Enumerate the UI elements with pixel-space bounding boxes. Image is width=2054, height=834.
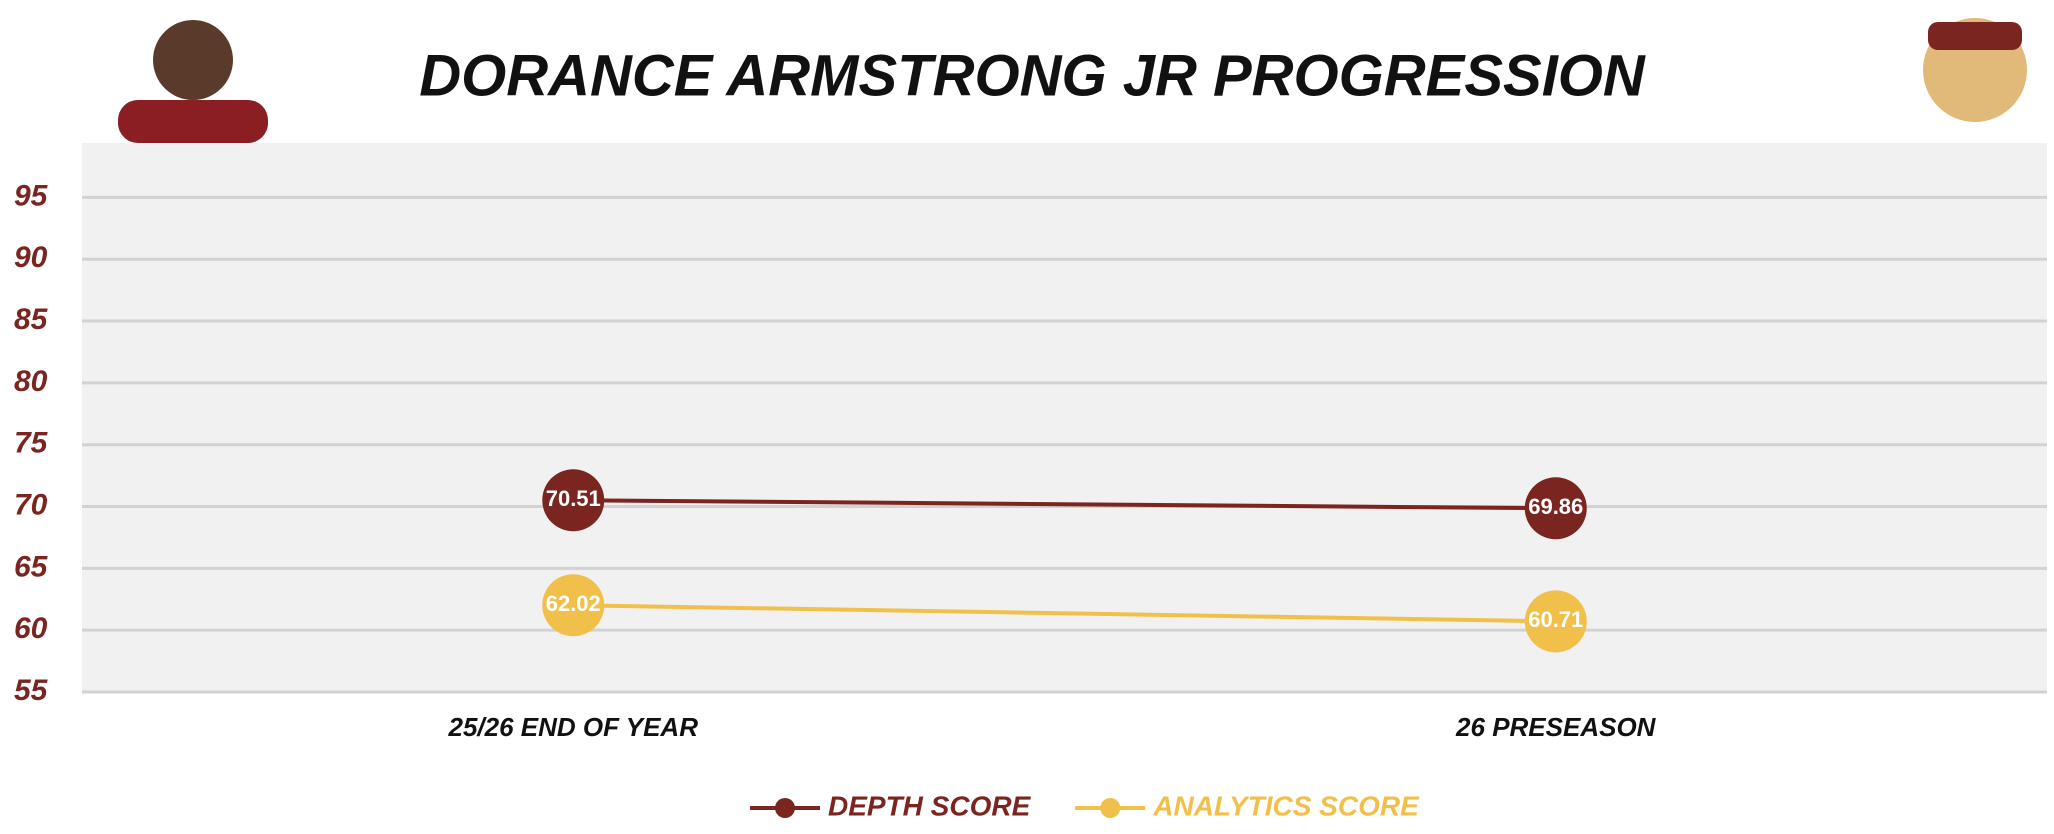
legend-label: DEPTH SCORE xyxy=(828,790,1032,821)
data-label: 70.51 xyxy=(546,486,601,511)
data-point xyxy=(542,574,605,637)
series-line xyxy=(573,498,1556,511)
data-point xyxy=(1524,590,1587,653)
chart-title: DORANCE ARMSTRONG JR PROGRESSION xyxy=(419,43,1646,108)
data-label: 60.71 xyxy=(1528,607,1583,632)
plot-background xyxy=(82,143,2047,692)
y-tick-label: 65 xyxy=(14,550,49,583)
y-tick-label: 85 xyxy=(14,303,49,336)
data-label: 69.86 xyxy=(1528,494,1583,519)
y-tick-label: 95 xyxy=(14,179,49,212)
y-tick-label: 70 xyxy=(14,488,48,521)
x-tick-label: 26 PRESEASON xyxy=(1455,712,1657,742)
data-label: 62.02 xyxy=(546,591,601,616)
data-point xyxy=(1524,477,1587,540)
y-tick-label: 80 xyxy=(14,365,48,398)
x-tick-label: 25/26 END OF YEAR xyxy=(447,712,698,742)
legend-marker xyxy=(775,798,795,818)
y-tick-label: 60 xyxy=(14,612,48,645)
team-logo xyxy=(1923,18,2027,122)
legend-marker xyxy=(1100,798,1121,818)
player-photo xyxy=(118,20,268,143)
series-line xyxy=(573,603,1556,624)
y-tick-label: 75 xyxy=(14,427,49,460)
data-point xyxy=(542,469,605,532)
legend-label: ANALYTICS SCORE xyxy=(1152,790,1420,821)
y-tick-label: 55 xyxy=(14,674,49,707)
y-tick-label: 90 xyxy=(14,241,48,274)
